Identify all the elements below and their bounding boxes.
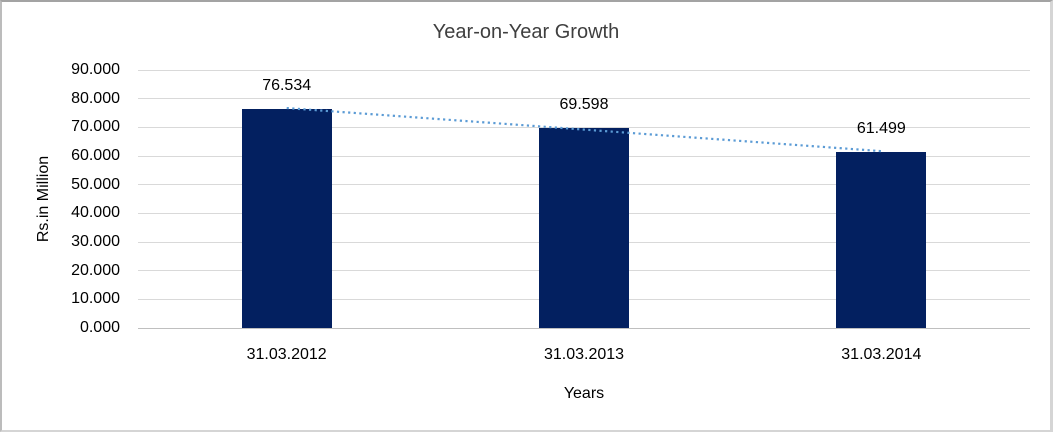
trendline: [286, 106, 882, 153]
x-axis-title: Years: [563, 385, 605, 402]
y-tick-label: 40.000: [71, 204, 120, 222]
gridline: [138, 126, 1030, 128]
y-tick-label: 30.000: [71, 233, 120, 250]
y-tick-label: 10.000: [71, 290, 120, 308]
x-tick-label: 31.03.2012: [246, 346, 327, 363]
y-tick-label: 80.000: [71, 89, 120, 107]
y-tick-label: 50.000: [71, 175, 120, 193]
trendline-path: [286, 106, 882, 153]
bar-31.03.2012: [241, 108, 332, 328]
x-axis-line: [138, 327, 1030, 329]
y-tick-label: 0.000: [79, 319, 120, 336]
bar-31.03.2014: [836, 151, 927, 328]
y-tick-label: 20.000: [71, 261, 120, 279]
y-tick-label: 70.000: [71, 118, 120, 136]
y-tick-label: 90.000: [71, 61, 120, 78]
plot-area: 0.000 10.000 20.000 30.000 40.000 50.000 60.00…: [71, 61, 1030, 363]
data-label: 69.598: [559, 96, 609, 114]
y-tick-label: 60.000: [71, 147, 120, 164]
data-label: 61.499: [856, 119, 906, 137]
x-tick-label: 31.03.2013: [543, 346, 625, 363]
gridline: [138, 98, 1030, 100]
chart-title: Year-on-Year Growth: [432, 21, 620, 43]
y-axis-title: Rs.in Million: [35, 155, 52, 243]
bar-31.03.2013: [539, 128, 629, 328]
x-tick-label: 31.03.2014: [841, 346, 922, 363]
data-label: 76.534: [262, 76, 312, 94]
gridline: [138, 69, 1030, 71]
